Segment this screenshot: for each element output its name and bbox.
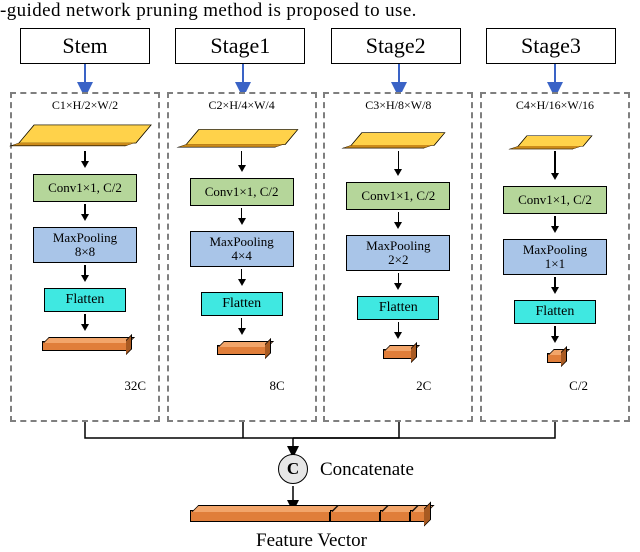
feature-vector-bar: [190, 510, 426, 522]
output-size-label: 8C: [269, 378, 284, 394]
tensor-parallelogram: [356, 113, 440, 149]
tensor-parallelogram: [192, 113, 292, 149]
maxpool-block: MaxPooling 8×8: [33, 227, 137, 263]
conv-block: Conv1×1, C/2: [190, 178, 294, 206]
flatten-block: Flatten: [201, 292, 283, 316]
column-stage1: C2×H/4×W/4 Conv1×1, C/2 MaxPooling 4×4 F…: [167, 92, 317, 422]
arrow-down-icon: [551, 277, 559, 294]
maxpool-size: 8×8: [34, 245, 136, 259]
arrow-down-icon: [394, 322, 402, 339]
maxpool-label: MaxPooling: [347, 239, 449, 253]
arrow-down-icon: [238, 208, 246, 225]
arrow-down-icon: [81, 204, 89, 221]
output-size-label: 2C: [416, 378, 431, 394]
conv-block: Conv1×1, C/2: [503, 186, 607, 214]
maxpool-block: MaxPooling 2×2: [346, 235, 450, 271]
arrow-down-icon: [238, 151, 246, 172]
column-stage3: C4×H/16×W/16 Conv1×1, C/2 MaxPooling 1×1…: [480, 92, 630, 422]
maxpool-size: 1×1: [504, 257, 606, 271]
maxpool-size: 4×4: [191, 249, 293, 263]
output-bar: [42, 335, 128, 351]
stage-title-row: Stem Stage1 Stage2 Stage3: [0, 28, 640, 72]
stage-title-stage2: Stage2: [331, 28, 461, 64]
arrow-down-icon: [238, 318, 246, 335]
arrow-down-icon: [394, 151, 402, 176]
maxpool-block: MaxPooling 4×4: [190, 231, 294, 267]
arrow-down-icon: [81, 151, 89, 168]
tensor-shape-label: C3×H/8×W/8: [365, 98, 431, 113]
arrow-down-icon: [551, 326, 559, 343]
column-stage2: C3×H/8×W/8 Conv1×1, C/2 MaxPooling 2×2 F…: [323, 92, 473, 422]
output-size-label: 32C: [124, 378, 146, 394]
stage-title-stem: Stem: [20, 28, 150, 64]
flatten-block: Flatten: [514, 300, 596, 324]
arrow-down-icon: [238, 269, 246, 286]
partial-context-text: -guided network pruning method is propos…: [0, 0, 417, 22]
arrow-down-icon: [394, 212, 402, 229]
maxpool-label: MaxPooling: [34, 231, 136, 245]
conv-block: Conv1×1, C/2: [33, 174, 137, 202]
arrow-down-icon: [551, 216, 559, 233]
flatten-block: Flatten: [357, 296, 439, 320]
concatenate-node: C Concatenate: [278, 454, 414, 484]
tensor-shape-label: C4×H/16×W/16: [516, 98, 594, 113]
concatenate-label: Concatenate: [320, 459, 414, 481]
maxpool-label: MaxPooling: [504, 243, 606, 257]
conv-block: Conv1×1, C/2: [346, 182, 450, 210]
concatenate-icon: C: [278, 454, 308, 484]
output-size-label: C/2: [569, 378, 588, 394]
tensor-shape-label: C1×H/2×W/2: [52, 98, 118, 113]
arrow-down-icon: [551, 151, 559, 180]
columns-container: C1×H/2×W/2 Conv1×1, C/2 MaxPooling 8×8 F…: [10, 92, 630, 422]
stage-title-stage3: Stage3: [486, 28, 616, 64]
tensor-parallelogram: [26, 113, 144, 149]
arrow-down-icon: [394, 273, 402, 290]
arrow-down-icon: [81, 314, 89, 331]
arrow-down-icon: [81, 265, 89, 282]
tensor-shape-label: C2×H/4×W/4: [209, 98, 275, 113]
maxpool-size: 2×2: [347, 253, 449, 267]
stage-title-stage1: Stage1: [175, 28, 305, 64]
flatten-block: Flatten: [44, 288, 126, 312]
maxpool-label: MaxPooling: [191, 235, 293, 249]
column-stem: C1×H/2×W/2 Conv1×1, C/2 MaxPooling 8×8 F…: [10, 92, 160, 422]
tensor-parallelogram: [522, 113, 588, 149]
output-bar: [383, 343, 413, 359]
output-bar: [547, 347, 563, 363]
output-bar: [217, 339, 267, 355]
maxpool-block: MaxPooling 1×1: [503, 239, 607, 275]
